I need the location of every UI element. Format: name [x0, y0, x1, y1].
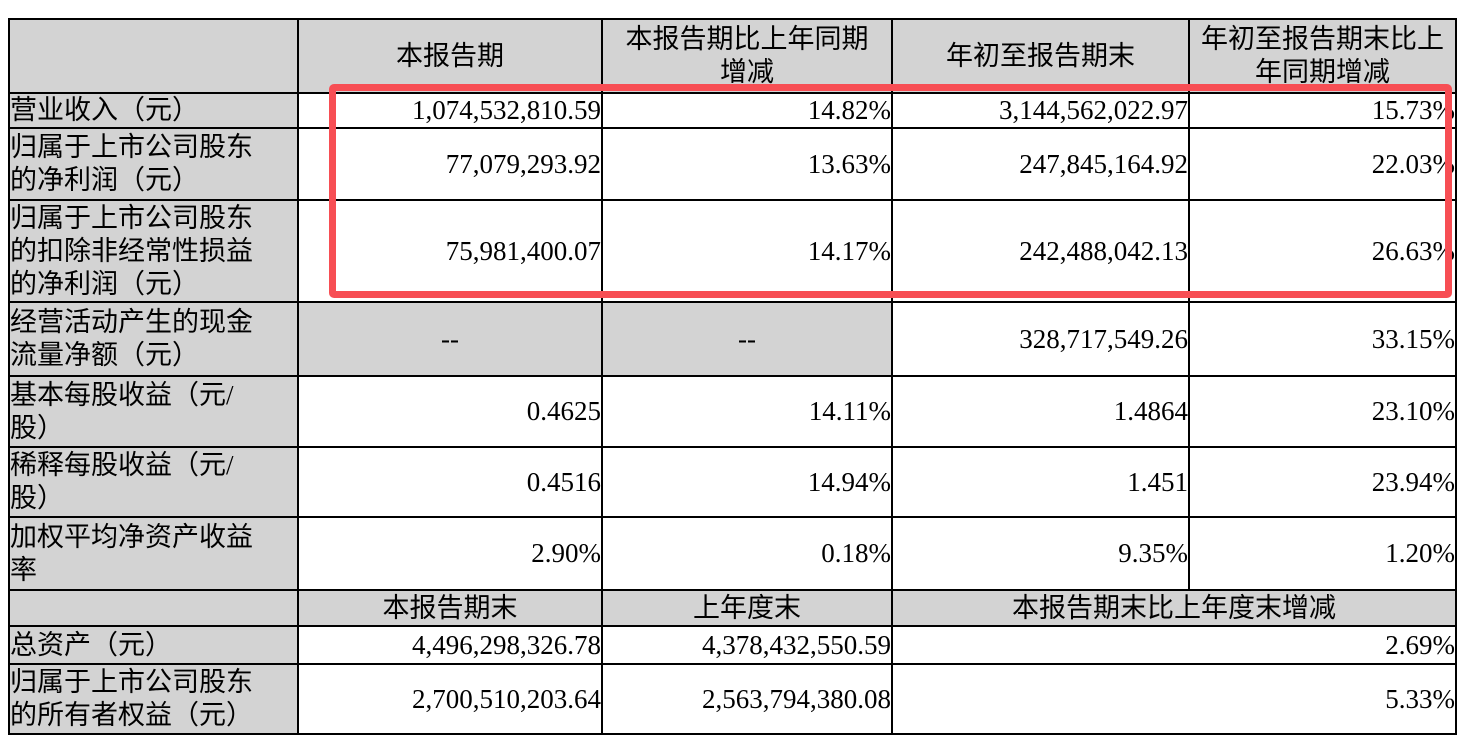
cell-net-profit-ytd: 247,845,164.92 — [891, 127, 1190, 201]
cell-label-basic-eps: 基本每股收益（元/ 股） — [8, 375, 299, 448]
cell-net-profit-excl-ytd-yoy: 26.63% — [1188, 199, 1457, 303]
cell-equity-prev-year-end: 2,563,794,380.08 — [601, 663, 893, 735]
table-header-row-period: 本报告期 本报告期比上年同期 增减 年初至报告期末 年初至报告期末比上 年同期增… — [8, 18, 1457, 94]
cell-label-total-assets: 总资产（元） — [8, 625, 299, 665]
cell-total-assets-change: 2.69% — [891, 625, 1457, 665]
cell-label-net-profit-attributable: 归属于上市公司股东 的净利润（元） — [8, 127, 299, 201]
cell-total-assets-period-end: 4,496,298,326.78 — [297, 625, 603, 665]
cell-net-profit-excl-current: 75,981,400.07 — [297, 199, 603, 303]
header2-cell-empty — [8, 589, 299, 627]
table-row-equity-attributable: 归属于上市公司股东 的所有者权益（元） 2,700,510,203.64 2,5… — [8, 663, 1457, 735]
cell-label-diluted-eps: 稀释每股收益（元/ 股） — [8, 446, 299, 518]
header-cell-period-end: 本报告期末 — [297, 589, 603, 627]
cell-cash-flow-yoy: -- — [601, 301, 893, 377]
table-header-row-period-end: 本报告期末 上年度末 本报告期末比上年度末增减 — [8, 589, 1457, 627]
cell-total-assets-prev-year-end: 4,378,432,550.59 — [601, 625, 893, 665]
cell-basic-eps-ytd-yoy: 23.10% — [1188, 375, 1457, 448]
cell-diluted-eps-ytd: 1.451 — [891, 446, 1190, 518]
table-row-operating-revenue: 营业收入（元） 1,074,532,810.59 14.82% 3,144,56… — [8, 92, 1457, 129]
cell-cash-flow-ytd: 328,717,549.26 — [891, 301, 1190, 377]
cell-operating-revenue-ytd: 3,144,562,022.97 — [891, 92, 1190, 129]
cell-roe-ytd-yoy: 1.20% — [1188, 516, 1457, 591]
cell-basic-eps-yoy: 14.11% — [601, 375, 893, 448]
table-row-diluted-eps: 稀释每股收益（元/ 股） 0.4516 14.94% 1.451 23.94% — [8, 446, 1457, 518]
cell-roe-current: 2.90% — [297, 516, 603, 591]
cell-label-operating-cash-flow: 经营活动产生的现金 流量净额（元） — [8, 301, 299, 377]
cell-operating-revenue-yoy: 14.82% — [601, 92, 893, 129]
cell-net-profit-yoy: 13.63% — [601, 127, 893, 201]
cell-roe-ytd: 9.35% — [891, 516, 1190, 591]
header-cell-current-period-yoy: 本报告期比上年同期 增减 — [601, 18, 893, 94]
table-row-weighted-avg-roe: 加权平均净资产收益 率 2.90% 0.18% 9.35% 1.20% — [8, 516, 1457, 591]
cell-operating-revenue-ytd-yoy: 15.73% — [1188, 92, 1457, 129]
cell-operating-revenue-current: 1,074,532,810.59 — [297, 92, 603, 129]
cell-basic-eps-ytd: 1.4864 — [891, 375, 1190, 448]
header-cell-empty — [8, 18, 299, 94]
cell-basic-eps-current: 0.4625 — [297, 375, 603, 448]
header-cell-prev-year-end: 上年度末 — [601, 589, 893, 627]
header-cell-ytd-yoy: 年初至报告期末比上 年同期增减 — [1188, 18, 1457, 94]
cell-diluted-eps-current: 0.4516 — [297, 446, 603, 518]
cell-equity-change: 5.33% — [891, 663, 1457, 735]
cell-label-equity-attributable: 归属于上市公司股东 的所有者权益（元） — [8, 663, 299, 735]
header-cell-current-period: 本报告期 — [297, 18, 603, 94]
cell-roe-yoy: 0.18% — [601, 516, 893, 591]
cell-cash-flow-ytd-yoy: 33.15% — [1188, 301, 1457, 377]
cell-equity-period-end: 2,700,510,203.64 — [297, 663, 603, 735]
table-row-operating-cash-flow: 经营活动产生的现金 流量净额（元） -- -- 328,717,549.26 3… — [8, 301, 1457, 377]
table-row-net-profit: 归属于上市公司股东 的净利润（元） 77,079,293.92 13.63% 2… — [8, 127, 1457, 201]
table-row-basic-eps: 基本每股收益（元/ 股） 0.4625 14.11% 1.4864 23.10% — [8, 375, 1457, 448]
cell-label-operating-revenue: 营业收入（元） — [8, 92, 299, 129]
header-cell-ytd: 年初至报告期末 — [891, 18, 1190, 94]
header-cell-period-end-change: 本报告期末比上年度末增减 — [891, 589, 1457, 627]
cell-net-profit-excl-ytd: 242,488,042.13 — [891, 199, 1190, 303]
cell-label-weighted-avg-roe: 加权平均净资产收益 率 — [8, 516, 299, 591]
cell-diluted-eps-ytd-yoy: 23.94% — [1188, 446, 1457, 518]
cell-label-net-profit-excl-nonrecurring: 归属于上市公司股东 的扣除非经常性损益 的净利润（元） — [8, 199, 299, 303]
cell-cash-flow-current: -- — [297, 301, 603, 377]
cell-diluted-eps-yoy: 14.94% — [601, 446, 893, 518]
cell-net-profit-ytd-yoy: 22.03% — [1188, 127, 1457, 201]
cell-net-profit-excl-yoy: 14.17% — [601, 199, 893, 303]
cell-net-profit-current: 77,079,293.92 — [297, 127, 603, 201]
table-row-net-profit-excl-nonrecurring: 归属于上市公司股东 的扣除非经常性损益 的净利润（元） 75,981,400.0… — [8, 199, 1457, 303]
table-row-total-assets: 总资产（元） 4,496,298,326.78 4,378,432,550.59… — [8, 625, 1457, 665]
financial-summary-table: 本报告期 本报告期比上年同期 增减 年初至报告期末 年初至报告期末比上 年同期增… — [8, 18, 1457, 735]
